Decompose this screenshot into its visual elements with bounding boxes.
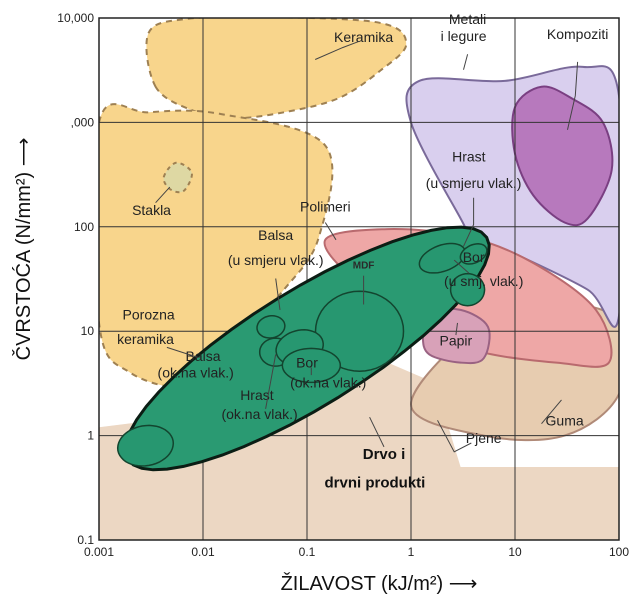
label-leader — [453, 259, 470, 274]
y-tick-label: 100 — [74, 220, 94, 234]
region-label: Pjene — [466, 430, 502, 446]
wood-subregion — [459, 243, 488, 265]
wood-subregion — [449, 272, 486, 307]
x-tick-label: 10 — [508, 545, 522, 559]
region-label: keramika — [117, 331, 174, 347]
region-label: Drvo i — [363, 446, 406, 463]
wood-subregion — [116, 424, 175, 467]
region-label: (ok.na vlak.) — [158, 365, 234, 381]
region-label: Guma — [546, 412, 584, 428]
plot-border — [98, 17, 620, 541]
y-tick-label: 1 — [87, 429, 94, 443]
label-leader — [324, 222, 337, 241]
wood-regions — [116, 225, 491, 472]
label-leader — [437, 420, 472, 453]
region-label: Kompoziti — [547, 26, 608, 42]
x-tick-label: 1 — [408, 545, 415, 559]
x-tick-label: 0.001 — [84, 545, 114, 559]
region-label: (u smj. vlak.) — [444, 273, 523, 289]
label-leader — [567, 61, 579, 130]
region-label: (ok.na vlak.) — [290, 374, 366, 390]
wood-subregion — [314, 290, 405, 372]
y-tick-label: ,000 — [71, 115, 95, 129]
region-label: i legure — [441, 28, 487, 44]
wood-subregion — [418, 242, 466, 274]
y-tick-label: 0.1 — [77, 533, 94, 547]
label-leader — [155, 186, 171, 204]
region-label: Metali — [449, 11, 486, 27]
y-tick-label: 10 — [81, 324, 95, 338]
label-leader — [166, 346, 199, 358]
label-leader — [463, 197, 475, 247]
x-axis-title: ŽILAVOST (kJ/m²) ⟶ — [281, 572, 478, 595]
wood-subregion — [281, 347, 342, 384]
wood-subregion — [256, 315, 286, 339]
region-label: Bor — [463, 249, 485, 265]
region-label: Bor — [296, 354, 318, 370]
region-label: MDF — [353, 260, 375, 271]
region-label: Hrast — [452, 149, 486, 165]
region-porozna-keramika — [99, 103, 334, 389]
region-label: (u smjeru vlak.) — [426, 175, 522, 191]
label-leader — [315, 40, 360, 60]
region-label: Balsa — [258, 227, 293, 243]
x-tick-label: 0.01 — [191, 545, 215, 559]
label-leader — [275, 278, 281, 310]
label-leader — [369, 416, 385, 448]
y-axis-title: ČVRSTOĆA (N/mm²) ⟶ — [12, 138, 35, 361]
region-label: Stakla — [132, 202, 171, 218]
region-keramika — [145, 18, 408, 120]
plot-frame — [98, 17, 620, 541]
region-label: (u smjeru vlak.) — [228, 252, 324, 268]
region-kompoziti — [511, 85, 614, 227]
y-tick-label: 10,000 — [57, 11, 94, 25]
x-tick-label: 0.1 — [299, 545, 316, 559]
label-leader — [541, 399, 562, 425]
y-axis-ticks: 0.1 1 10 100 ,000 10,000 — [57, 11, 94, 547]
label-leader — [265, 354, 277, 409]
region-label: Porozna — [123, 306, 175, 322]
region-label: (ok.na vlak.) — [221, 406, 297, 422]
label-leader — [463, 54, 469, 70]
x-axis-ticks: 0.001 0.01 0.1 1 10 100 — [84, 545, 629, 559]
region-label: drvni produkti — [325, 474, 426, 491]
region-label: Polimeri — [300, 199, 351, 215]
region-label: Balsa — [185, 348, 220, 364]
region-label: Hrast — [240, 387, 274, 403]
region-label: Papir — [440, 332, 473, 348]
x-tick-label: 100 — [609, 545, 629, 559]
region-label: Keramika — [334, 29, 393, 45]
label-leader — [455, 322, 458, 336]
